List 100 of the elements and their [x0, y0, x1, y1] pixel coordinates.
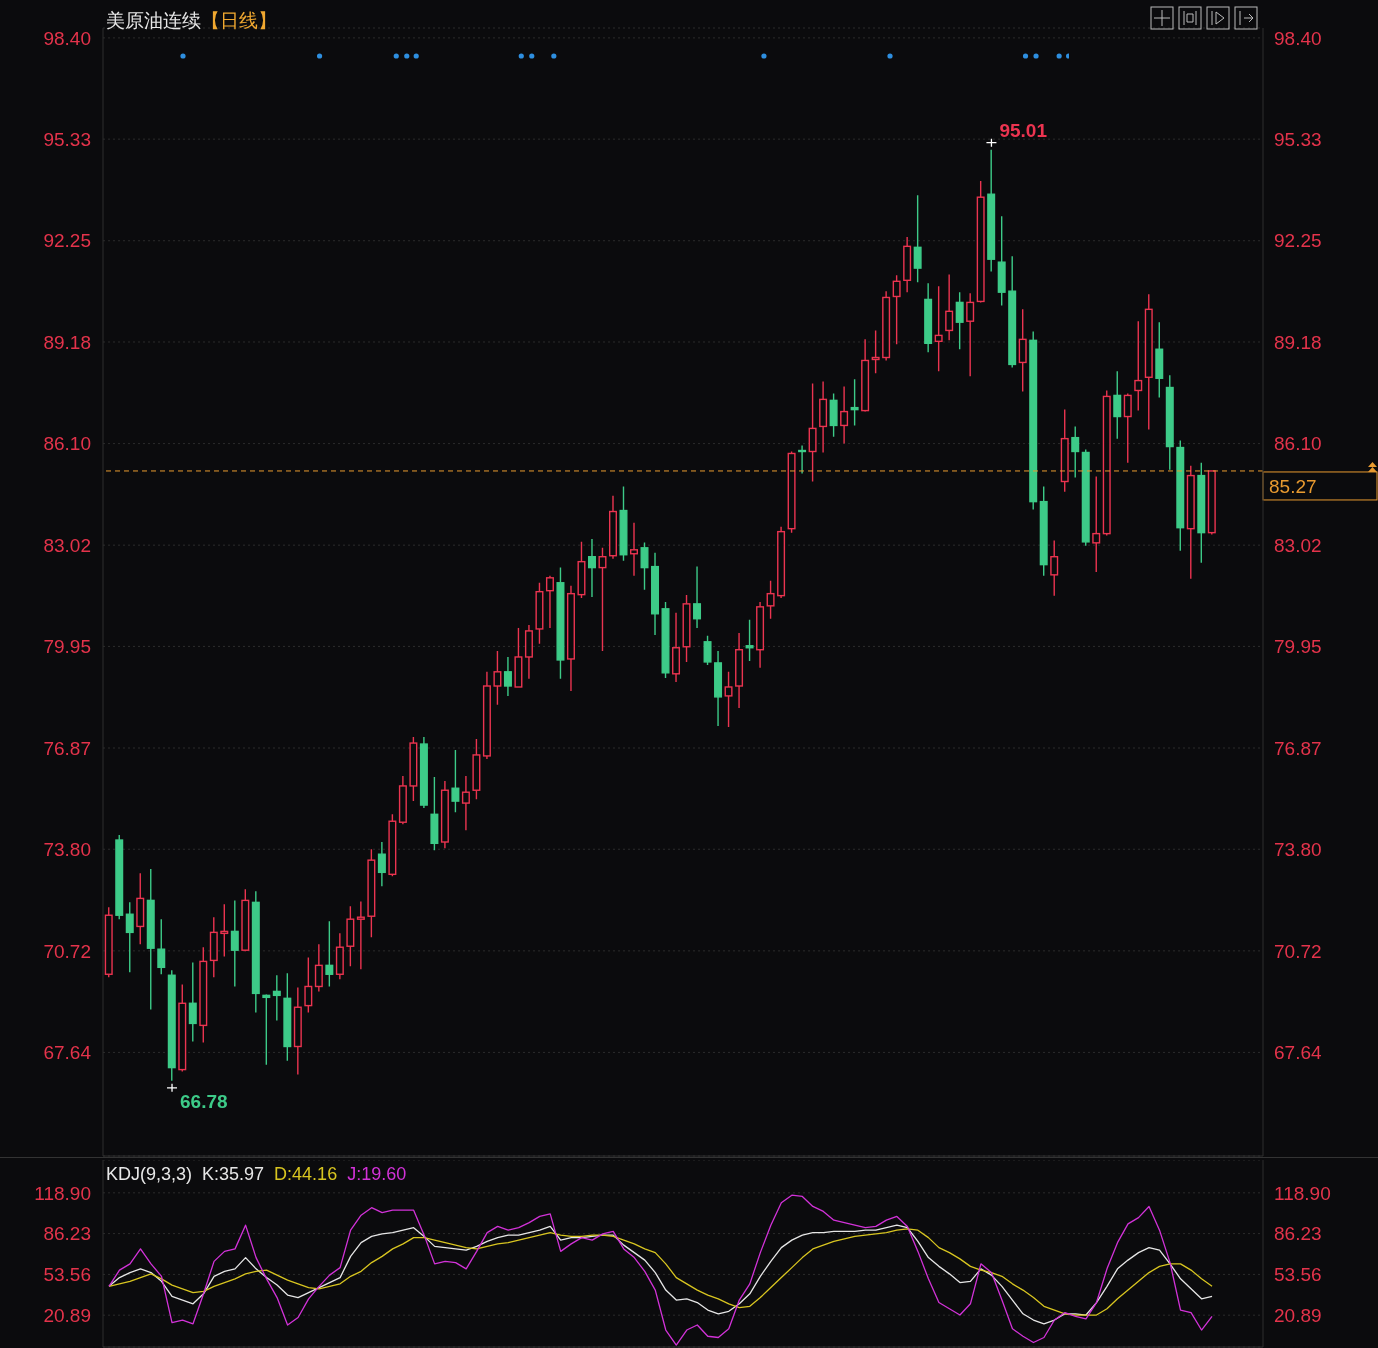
candlestick	[1165, 374, 1174, 471]
y-tick-label: 95.33	[43, 128, 91, 150]
candlestick	[167, 969, 176, 1082]
candlestick	[1008, 255, 1017, 369]
candlestick	[566, 585, 575, 692]
candlestick	[493, 650, 502, 706]
candlestick	[220, 903, 229, 958]
candlestick	[840, 385, 849, 445]
candlestick	[955, 291, 964, 350]
candlestick	[157, 918, 166, 975]
candlestick	[756, 601, 765, 669]
chart-title: KDJ(9,3,3)	[106, 1164, 193, 1185]
candlestick	[188, 961, 197, 1043]
chart-subtitle: 【日线】	[201, 10, 277, 31]
y2-tick-label: 95.33	[1274, 128, 1322, 150]
chart-title: 美原油连续	[106, 10, 201, 31]
candlestick	[419, 736, 428, 809]
candlestick	[556, 566, 565, 680]
annotation: 66.78	[180, 1090, 228, 1112]
ref-line-label: 85.27	[1269, 475, 1317, 497]
y2-tick-label: 70.72	[1274, 940, 1322, 962]
candlestick	[430, 776, 439, 851]
candlestick	[577, 541, 586, 599]
y-tick-label: 83.02	[43, 534, 91, 556]
candlestick	[724, 671, 733, 728]
candlestick	[409, 736, 418, 802]
candlestick	[871, 329, 880, 375]
candlestick	[535, 582, 544, 645]
candlestick	[892, 274, 901, 345]
candlestick	[808, 382, 817, 483]
candlestick	[777, 525, 786, 599]
candlestick	[1092, 475, 1101, 573]
candlestick	[640, 541, 649, 591]
y2-tick-label: 53.56	[1274, 1264, 1322, 1286]
y2-tick-label: 86.23	[1274, 1223, 1322, 1245]
candlestick	[735, 632, 744, 709]
candlestick	[1176, 439, 1185, 552]
candlestick	[608, 494, 617, 560]
line-series	[108, 1194, 1213, 1346]
candlestick	[514, 627, 523, 688]
candlestick	[903, 236, 912, 293]
y-tick-label: 118.90	[34, 1182, 91, 1204]
series-label: J:19.60	[347, 1164, 407, 1185]
candlestick	[672, 612, 681, 683]
candlestick	[945, 273, 954, 342]
candlestick	[829, 392, 838, 438]
candlestick	[482, 671, 491, 760]
candlestick	[367, 848, 376, 939]
candlestick	[146, 868, 155, 1011]
candlestick	[693, 565, 702, 629]
candlestick	[1155, 321, 1164, 399]
candlestick	[178, 983, 187, 1073]
candlestick	[850, 378, 859, 427]
candlestick	[1186, 464, 1195, 580]
candlestick	[1144, 293, 1153, 431]
y-tick-label: 98.40	[43, 27, 91, 49]
candlestick	[587, 538, 596, 598]
candlestick	[766, 580, 775, 620]
y-tick-label: 79.95	[43, 636, 91, 658]
candlestick	[1050, 539, 1059, 597]
text: K:35.97	[202, 1164, 265, 1185]
candlestick	[125, 901, 134, 973]
candlestick	[314, 943, 323, 993]
candlestick	[882, 290, 891, 362]
y2-tick-label: 86.10	[1274, 433, 1322, 455]
y2-tick-label: 76.87	[1274, 737, 1322, 759]
candlestick	[283, 972, 292, 1062]
y2-tick-label: 73.80	[1274, 839, 1322, 861]
y-tick-label: 53.56	[43, 1264, 91, 1286]
candlestick	[598, 547, 607, 652]
candlestick	[819, 380, 828, 454]
y2-tick-label: 118.90	[1274, 1182, 1331, 1204]
y-tick-label: 86.10	[43, 433, 91, 455]
y-tick-label: 70.72	[43, 940, 91, 962]
candlestick	[398, 775, 407, 825]
y2-tick-label: 89.18	[1274, 331, 1322, 353]
candlestick	[346, 905, 355, 968]
candlestick	[199, 946, 208, 1044]
candlestick	[293, 986, 302, 1076]
candlestick	[630, 522, 638, 577]
y2-tick-label: 98.40	[1274, 27, 1322, 49]
candlestick	[798, 444, 807, 475]
candlestick	[503, 656, 512, 697]
text: D:44.16	[274, 1164, 338, 1185]
candlestick	[272, 974, 281, 1022]
annotation: 95.01	[999, 119, 1048, 141]
candlestick	[1060, 408, 1069, 493]
candlestick	[377, 841, 386, 887]
y2-tick-label: 79.95	[1274, 636, 1322, 658]
candlestick	[682, 594, 691, 663]
candlestick	[861, 338, 870, 412]
candlestick	[262, 994, 271, 1066]
y-tick-label: 67.64	[43, 1042, 92, 1064]
candlestick	[934, 285, 943, 373]
candlestick	[440, 780, 449, 849]
candlestick	[472, 738, 481, 800]
candlestick	[1123, 392, 1132, 464]
candlestick	[714, 650, 723, 727]
candlestick	[230, 899, 239, 988]
y-tick-label: 92.25	[43, 230, 91, 252]
